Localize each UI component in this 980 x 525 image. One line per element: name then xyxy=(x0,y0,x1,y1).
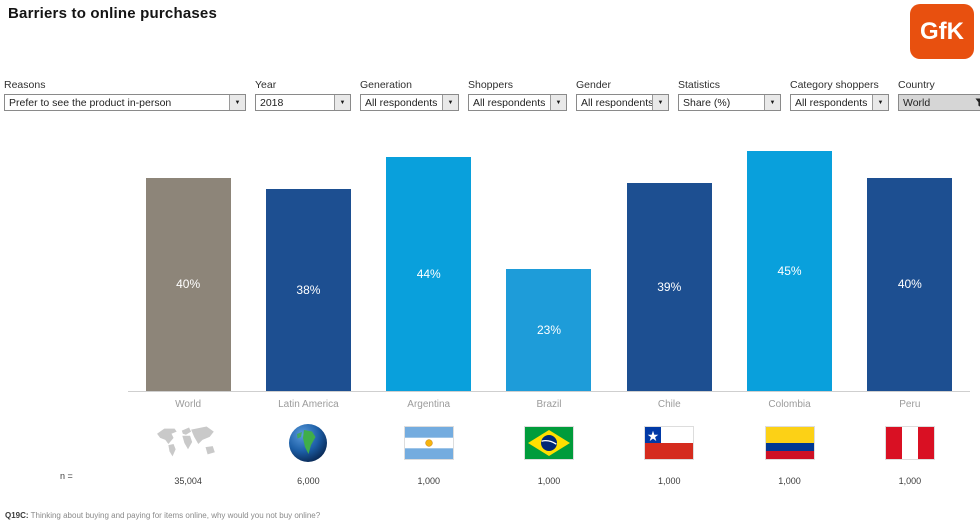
footnote: Q19C: Thinking about buying and paying f… xyxy=(5,511,320,520)
gfk-logo-text: GfK xyxy=(920,17,964,45)
country-dropdown[interactable]: World xyxy=(898,94,980,111)
n-value: 1,000 xyxy=(778,476,801,486)
world-map-icon xyxy=(155,423,221,463)
bar-value-label: 45% xyxy=(777,264,802,279)
page-title: Barriers to online purchases xyxy=(8,5,218,22)
filter-label: Country xyxy=(898,79,935,91)
bar-area: 40% xyxy=(850,146,970,391)
chart-column-colombia: 45% Colombia 1,000 xyxy=(729,146,849,486)
bar-chart: 40% World 35,004 38% Latin America 6,000 44% Ar… xyxy=(128,146,970,486)
bar-peru[interactable]: 40% xyxy=(867,177,953,391)
filter-label: Reasons xyxy=(4,79,46,91)
bar-chile[interactable]: 39% xyxy=(626,183,712,391)
bar-value-label: 40% xyxy=(897,277,922,292)
filter-funnel-icon[interactable] xyxy=(972,95,980,110)
category-label: World xyxy=(175,399,202,410)
category-label: Chile xyxy=(657,399,681,410)
chevron-down-icon[interactable]: ▼ xyxy=(872,95,888,110)
category-shoppers-dropdown[interactable]: All respondents ▼ xyxy=(790,94,889,111)
bar-latin-america[interactable]: 38% xyxy=(265,188,351,391)
chart-column-peru: 40% Peru 1,000 xyxy=(850,146,970,486)
footnote-text: Thinking about buying and paying for ite… xyxy=(30,511,321,520)
chart-column-latin-america: 38% Latin America 6,000 xyxy=(248,146,368,486)
reasons-dropdown[interactable]: Prefer to see the product in-person ▼ xyxy=(4,94,246,111)
chevron-down-icon[interactable]: ▼ xyxy=(550,95,566,110)
footnote-question-id: Q19C: xyxy=(5,511,29,520)
bar-area: 38% xyxy=(248,146,368,391)
gender-dropdown[interactable]: All respondents ▼ xyxy=(576,94,669,111)
filter-label: Gender xyxy=(576,79,612,91)
category-label: Latin America xyxy=(278,399,339,410)
n-equals-label: n = xyxy=(60,471,73,481)
chart-column-argentina: 44% Argentina 1,000 xyxy=(369,146,489,486)
filter-label: Category shoppers xyxy=(790,79,879,91)
bar-value-label: 39% xyxy=(657,280,682,295)
n-value: 1,000 xyxy=(537,476,561,486)
chevron-down-icon[interactable]: ▼ xyxy=(334,95,350,110)
filter-label: Generation xyxy=(360,79,412,91)
colombia-flag-icon xyxy=(764,423,815,463)
bar-argentina[interactable]: 44% xyxy=(386,156,472,391)
peru-flag-icon xyxy=(884,423,935,463)
category-label: Colombia xyxy=(768,399,811,410)
chart-column-brazil: 23% Brazil 1,000 xyxy=(489,146,609,486)
filter-bar: Reasons Prefer to see the product in-per… xyxy=(4,79,980,111)
bar-area: 39% xyxy=(609,146,729,391)
brazil-flag-icon xyxy=(523,423,574,463)
n-value: 6,000 xyxy=(297,476,320,486)
bar-brazil[interactable]: 23% xyxy=(506,268,592,391)
bar-world[interactable]: 40% xyxy=(145,177,231,391)
filter-label: Statistics xyxy=(678,79,721,91)
chevron-down-icon[interactable]: ▼ xyxy=(764,95,780,110)
filter-label: Year xyxy=(255,79,277,91)
bar-area: 40% xyxy=(128,146,248,391)
filter-generation: Generation All respondents ▼ xyxy=(360,79,459,111)
chile-flag-icon xyxy=(644,423,695,463)
n-value: 1,000 xyxy=(898,476,922,486)
bar-value-label: 23% xyxy=(536,322,561,337)
argentina-flag-icon xyxy=(403,423,454,463)
bar-colombia[interactable]: 45% xyxy=(747,151,833,391)
chevron-down-icon[interactable]: ▼ xyxy=(229,95,245,110)
n-value: 1,000 xyxy=(417,476,440,486)
bar-area: 44% xyxy=(369,146,489,391)
filter-country: Country World xyxy=(898,79,980,111)
statistics-dropdown[interactable]: Share (%) ▼ xyxy=(678,94,781,111)
category-label: Argentina xyxy=(407,399,451,410)
filter-shoppers: Shoppers All respondents ▼ xyxy=(468,79,567,111)
chart-column-world: 40% World 35,004 xyxy=(128,146,248,486)
bar-value-label: 44% xyxy=(416,266,441,281)
chart-column-chile: 39% Chile 1,000 xyxy=(609,146,729,486)
filter-gender: Gender All respondents ▼ xyxy=(576,79,669,111)
category-label: Peru xyxy=(899,399,921,410)
year-dropdown[interactable]: 2018 ▼ xyxy=(255,94,351,111)
bar-value-label: 38% xyxy=(296,282,321,297)
filter-reasons: Reasons Prefer to see the product in-per… xyxy=(4,79,246,111)
bar-area: 45% xyxy=(729,146,849,391)
n-value: 1,000 xyxy=(658,476,681,486)
x-axis-baseline xyxy=(128,391,970,392)
filter-label: Shoppers xyxy=(468,79,513,91)
bar-value-label: 40% xyxy=(176,277,201,292)
chevron-down-icon[interactable]: ▼ xyxy=(442,95,458,110)
globe-latin-america-icon xyxy=(288,423,328,463)
category-label: Brazil xyxy=(536,399,562,410)
bar-area: 23% xyxy=(489,146,609,391)
generation-dropdown[interactable]: All respondents ▼ xyxy=(360,94,459,111)
n-value: 35,004 xyxy=(174,476,202,486)
filter-category-shoppers: Category shoppers All respondents ▼ xyxy=(790,79,889,111)
shoppers-dropdown[interactable]: All respondents ▼ xyxy=(468,94,567,111)
chart-columns: 40% World 35,004 38% Latin America 6,000 44% Ar… xyxy=(128,146,970,486)
gfk-logo: GfK xyxy=(910,4,974,59)
chevron-down-icon[interactable]: ▼ xyxy=(652,95,668,110)
filter-year: Year 2018 ▼ xyxy=(255,79,351,111)
filter-statistics: Statistics Share (%) ▼ xyxy=(678,79,781,111)
